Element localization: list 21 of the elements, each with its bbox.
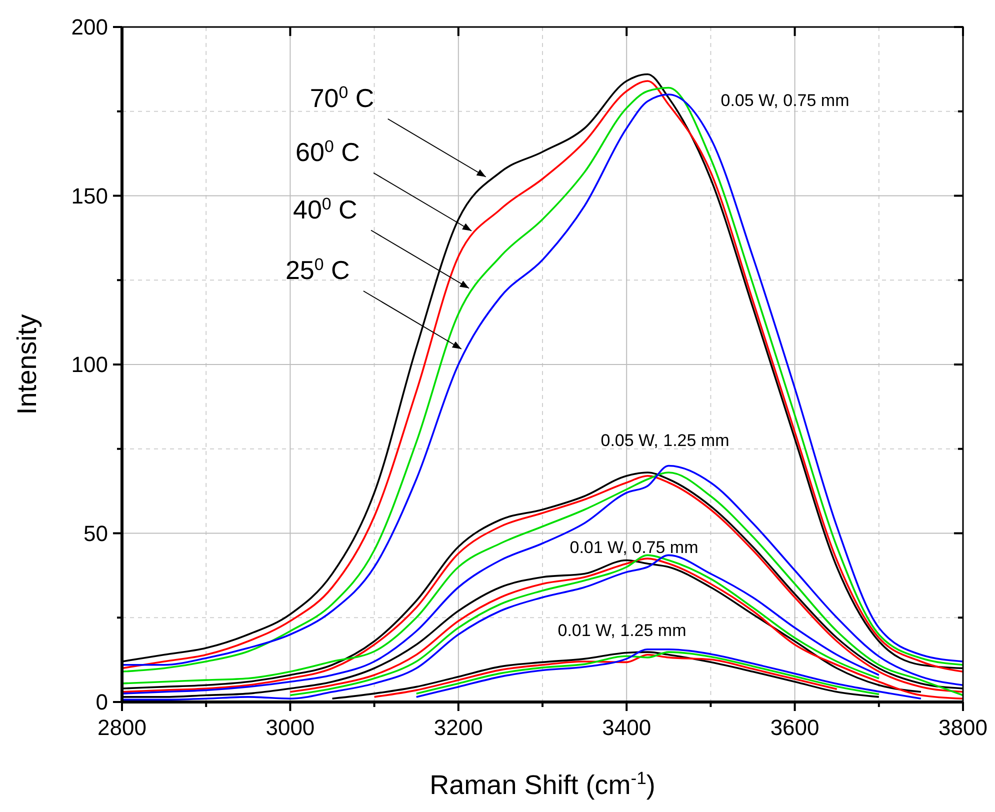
y-tick-label: 50 [84, 520, 108, 546]
x-tick-label: 3400 [602, 715, 652, 740]
annotation: 25$^{0}$ C [285, 254, 350, 285]
x-tick-label: 3800 [938, 715, 988, 740]
annotation: 40$^{0}$ C [293, 194, 358, 224]
annotation: 70$^{0}$ C [310, 82, 374, 113]
x-tick-label: 3200 [434, 715, 483, 740]
x-axis-title: Raman Shift (cm$^{-1}$) [430, 768, 656, 800]
annotation: 0.01 W, 1.25 mm [558, 620, 686, 640]
y-tick-label: 150 [71, 183, 108, 208]
x-tick-label: 2800 [98, 715, 146, 740]
annotation: 0.05 W, 0.75 mm [720, 90, 850, 110]
y-axis-title: Intensity [12, 314, 42, 415]
x-tick-label: 3600 [770, 715, 820, 740]
y-tick-label: 100 [71, 352, 108, 378]
y-tick-label: 0 [96, 690, 108, 715]
annotation: 60$^{0}$ C [296, 136, 360, 167]
annotation: 0.01 W, 0.75 mm [570, 538, 698, 557]
y-tick-label: 200 [71, 14, 108, 40]
annotation: 0.05 W, 1.25 mm [600, 430, 730, 450]
x-tick-label: 3000 [266, 715, 315, 740]
